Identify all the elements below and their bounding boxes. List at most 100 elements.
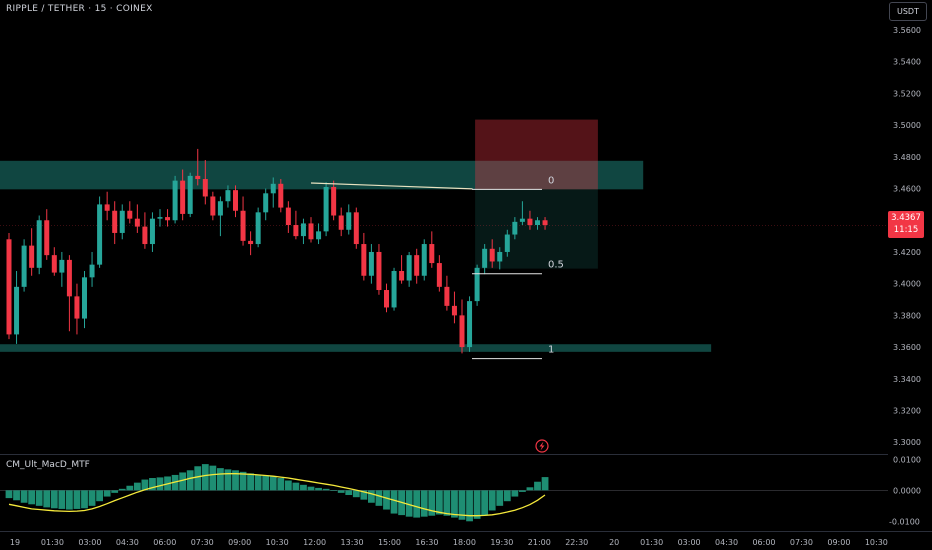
macd-histogram-bar[interactable] — [66, 490, 73, 510]
candle-body[interactable] — [519, 218, 525, 222]
macd-histogram-bar[interactable] — [73, 490, 81, 509]
macd-histogram-bar[interactable] — [337, 490, 345, 493]
macd-histogram-bar[interactable] — [35, 490, 43, 506]
macd-histogram-bar[interactable] — [269, 476, 277, 491]
macd-histogram-bar[interactable] — [28, 490, 36, 505]
macd-histogram-bar[interactable] — [511, 490, 519, 497]
candle-body[interactable] — [429, 244, 435, 264]
stop-loss-area[interactable] — [475, 119, 598, 190]
macd-histogram-bar[interactable] — [541, 477, 549, 491]
candle-body[interactable] — [104, 204, 110, 211]
candle-body[interactable] — [248, 240, 254, 245]
macd-histogram-bar[interactable] — [20, 490, 28, 503]
candle-body[interactable] — [210, 196, 216, 216]
candle-body[interactable] — [142, 226, 148, 245]
macd-histogram-bar[interactable] — [247, 473, 254, 491]
indicator-name[interactable]: CM_Ult_MacD_MTF — [6, 460, 90, 470]
candle-body[interactable] — [263, 193, 269, 213]
candle-body[interactable] — [149, 218, 155, 245]
macd-histogram-bar[interactable] — [451, 490, 458, 518]
macd-histogram-bar[interactable] — [435, 490, 443, 515]
candle-body[interactable] — [6, 239, 12, 335]
candle-body[interactable] — [323, 186, 329, 232]
candle-body[interactable] — [361, 244, 367, 276]
candle-body[interactable] — [489, 248, 495, 262]
candle-body[interactable] — [474, 267, 480, 302]
candle-body[interactable] — [436, 263, 442, 287]
candle-body[interactable] — [59, 259, 65, 273]
candle-body[interactable] — [368, 251, 374, 276]
candle-body[interactable] — [233, 190, 238, 211]
macd-histogram-bar[interactable] — [428, 490, 436, 516]
candle-body[interactable] — [497, 251, 503, 262]
macd-histogram-bar[interactable] — [519, 490, 526, 492]
macd-histogram-bar[interactable] — [50, 490, 58, 509]
macd-histogram-bar[interactable] — [322, 488, 330, 491]
candle-body[interactable] — [165, 217, 171, 221]
macd-histogram-bar[interactable] — [277, 478, 285, 491]
macd-histogram-bar[interactable] — [156, 477, 164, 491]
candle-body[interactable] — [338, 215, 344, 230]
candle-body[interactable] — [172, 180, 178, 221]
macd-histogram-bar[interactable] — [473, 490, 481, 519]
candle-body[interactable] — [391, 270, 397, 308]
currency-unit-button[interactable]: USDT — [889, 2, 927, 21]
candle-body[interactable] — [119, 210, 125, 233]
candle-body[interactable] — [504, 234, 510, 252]
macd-signal-line[interactable] — [8, 473, 546, 517]
candle-body[interactable] — [293, 225, 299, 237]
candle-body[interactable] — [21, 245, 27, 287]
macd-histogram-bar[interactable] — [232, 470, 239, 491]
candle-body[interactable] — [278, 183, 284, 208]
macd-histogram-bar[interactable] — [443, 490, 451, 516]
macd-histogram-bar[interactable] — [458, 490, 466, 520]
candle-body[interactable] — [346, 212, 352, 230]
macd-histogram-bar[interactable] — [526, 487, 534, 491]
macd-histogram-bar[interactable] — [481, 490, 489, 516]
macd-histogram-bar[interactable] — [149, 478, 156, 491]
candle-body[interactable] — [376, 251, 382, 291]
macd-histogram-bar[interactable] — [186, 470, 194, 491]
macd-histogram-bar[interactable] — [503, 490, 511, 502]
macd-histogram-bar[interactable] — [194, 466, 202, 491]
macd-histogram-bar[interactable] — [345, 490, 353, 496]
macd-histogram-bar[interactable] — [315, 487, 322, 491]
macd-histogram-bar[interactable] — [307, 486, 315, 491]
zone-rect-1[interactable] — [0, 344, 712, 352]
candle-body[interactable] — [421, 244, 427, 276]
symbol-title[interactable]: RIPPLE / TETHER · 15 · COINEX — [6, 4, 153, 14]
trend-line[interactable] — [310, 182, 473, 190]
macd-histogram-bar[interactable] — [88, 490, 96, 506]
macd-histogram-bar[interactable] — [141, 479, 149, 491]
candle-body[interactable] — [127, 210, 133, 219]
candle-body[interactable] — [482, 248, 488, 268]
macd-histogram-bar[interactable] — [217, 468, 224, 491]
candle-body[interactable] — [353, 212, 359, 245]
macd-histogram-bar[interactable] — [466, 490, 473, 522]
macd-histogram-bar[interactable] — [284, 480, 292, 491]
macd-histogram-bar[interactable] — [5, 490, 13, 499]
candle-body[interactable] — [308, 223, 314, 240]
candle-body[interactable] — [157, 217, 163, 219]
candle-body[interactable] — [414, 255, 420, 276]
candle-body[interactable] — [444, 286, 450, 306]
candle-body[interactable] — [535, 220, 540, 226]
candle-body[interactable] — [467, 301, 473, 348]
candle-body[interactable] — [255, 212, 261, 245]
macd-histogram-bar[interactable] — [103, 490, 111, 497]
candle-body[interactable] — [285, 207, 291, 226]
candle-body[interactable] — [187, 175, 193, 214]
candle-body[interactable] — [240, 210, 246, 241]
candle-body[interactable] — [225, 190, 231, 202]
macd-histogram-bar[interactable] — [224, 469, 232, 491]
candle-body[interactable] — [44, 220, 50, 256]
candle-body[interactable] — [270, 183, 276, 194]
macd-histogram-bar[interactable] — [330, 490, 338, 491]
macd-histogram-bar[interactable] — [239, 471, 247, 491]
macd-histogram-bar[interactable] — [390, 490, 398, 514]
candle-body[interactable] — [97, 204, 103, 265]
macd-histogram-bar[interactable] — [58, 490, 66, 509]
zone-rect-0[interactable] — [0, 160, 644, 190]
macd-histogram-bar[interactable] — [81, 490, 88, 509]
